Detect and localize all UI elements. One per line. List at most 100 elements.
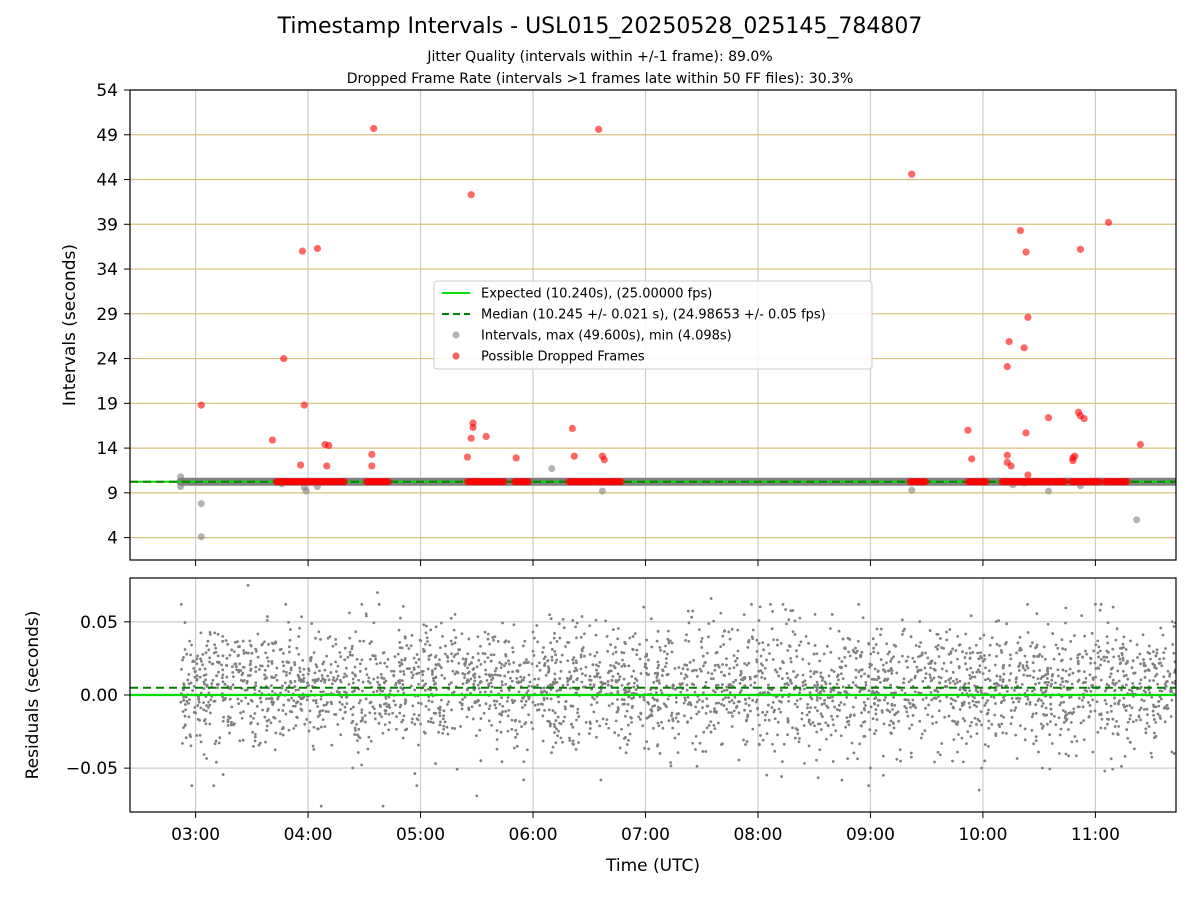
residual-point: [961, 717, 965, 720]
residual-point: [1054, 643, 1058, 647]
residual-point: [461, 657, 465, 661]
residual-point: [549, 722, 552, 726]
residual-point: [471, 717, 475, 721]
residual-point: [508, 662, 511, 666]
residual-point: [1171, 643, 1175, 646]
residual-point: [659, 648, 662, 652]
residual-point: [1102, 655, 1106, 659]
residual-point: [577, 741, 580, 744]
residual-point: [671, 683, 675, 687]
residual-point: [1001, 696, 1005, 699]
residual-point: [289, 628, 292, 631]
residual-point: [476, 652, 480, 656]
residual-point: [632, 681, 636, 685]
residual-point: [574, 747, 578, 751]
legend-box: [433, 280, 873, 370]
residual-point: [882, 722, 886, 726]
residual-point: [415, 653, 419, 656]
residual-point: [533, 703, 537, 707]
residual-point: [231, 675, 235, 679]
residual-point: [450, 726, 454, 730]
residual-point: [664, 657, 668, 660]
residual-point: [848, 715, 852, 719]
residual-point: [364, 697, 368, 701]
residual-point: [1163, 705, 1167, 709]
dropped-frame-point: [340, 478, 349, 486]
residual-point: [977, 788, 981, 792]
residual-point: [1085, 652, 1089, 656]
residual-point: [558, 721, 561, 725]
residual-point: [521, 706, 524, 709]
residual-point: [955, 723, 959, 726]
residual-point: [755, 650, 759, 653]
residual-point: [1111, 647, 1115, 651]
residual-point: [948, 681, 952, 685]
residual-point: [889, 659, 892, 663]
residual-point: [943, 715, 947, 719]
residual-point: [1121, 670, 1125, 673]
residual-point: [217, 660, 221, 664]
residual-point: [813, 706, 817, 709]
residual-point: [686, 667, 690, 671]
residual-point: [511, 701, 515, 705]
residual-point: [572, 656, 576, 659]
residual-point: [240, 699, 243, 703]
residual-point: [813, 612, 817, 616]
residual-point: [455, 767, 459, 771]
residual-point: [595, 651, 599, 654]
residual-point: [750, 602, 753, 606]
residual-point: [747, 640, 751, 644]
residual-point: [263, 673, 266, 677]
residual-point: [361, 680, 365, 684]
residual-point: [730, 711, 733, 715]
residual-point: [466, 652, 470, 656]
residual-point: [1025, 660, 1029, 664]
residual-point: [786, 683, 790, 687]
residual-point: [964, 632, 968, 636]
residual-point: [356, 751, 360, 754]
dropped-frame-point: [1024, 313, 1032, 321]
residual-point: [221, 773, 225, 776]
residual-point: [334, 713, 338, 716]
residual-point: [266, 664, 270, 668]
residual-point: [847, 684, 851, 687]
residual-point: [796, 728, 799, 732]
residual-point: [588, 674, 592, 678]
residual-point: [875, 627, 879, 631]
residual-point: [947, 678, 951, 682]
residual-point: [485, 678, 489, 682]
residual-point: [985, 712, 989, 716]
residual-point: [1130, 689, 1134, 693]
residual-point: [417, 671, 421, 675]
residual-point: [1111, 681, 1115, 685]
residual-point: [476, 635, 480, 639]
residual-point: [994, 620, 998, 624]
residual-point: [1124, 648, 1128, 651]
residual-point: [610, 702, 614, 706]
residual-point: [553, 678, 557, 681]
residual-point: [434, 762, 437, 765]
residual-point: [704, 750, 708, 753]
residual-point: [621, 658, 624, 662]
residual-point: [274, 640, 277, 644]
residual-point: [960, 736, 964, 740]
residual-point: [473, 679, 477, 683]
residual-point: [1031, 689, 1034, 693]
residual-point: [221, 719, 225, 723]
residual-point: [730, 699, 734, 702]
residual-point: [928, 629, 932, 632]
residual-point: [442, 724, 446, 728]
residual-point: [714, 651, 718, 655]
residual-point: [214, 760, 218, 764]
residual-point: [820, 702, 824, 706]
residual-point: [357, 678, 361, 682]
residual-point: [1009, 653, 1012, 657]
residual-point: [542, 686, 546, 690]
residual-point: [297, 652, 301, 656]
residual-point: [1025, 664, 1029, 668]
residual-point: [832, 723, 835, 727]
residual-point: [235, 665, 238, 668]
residual-point: [331, 644, 335, 648]
residual-point: [1131, 659, 1135, 663]
